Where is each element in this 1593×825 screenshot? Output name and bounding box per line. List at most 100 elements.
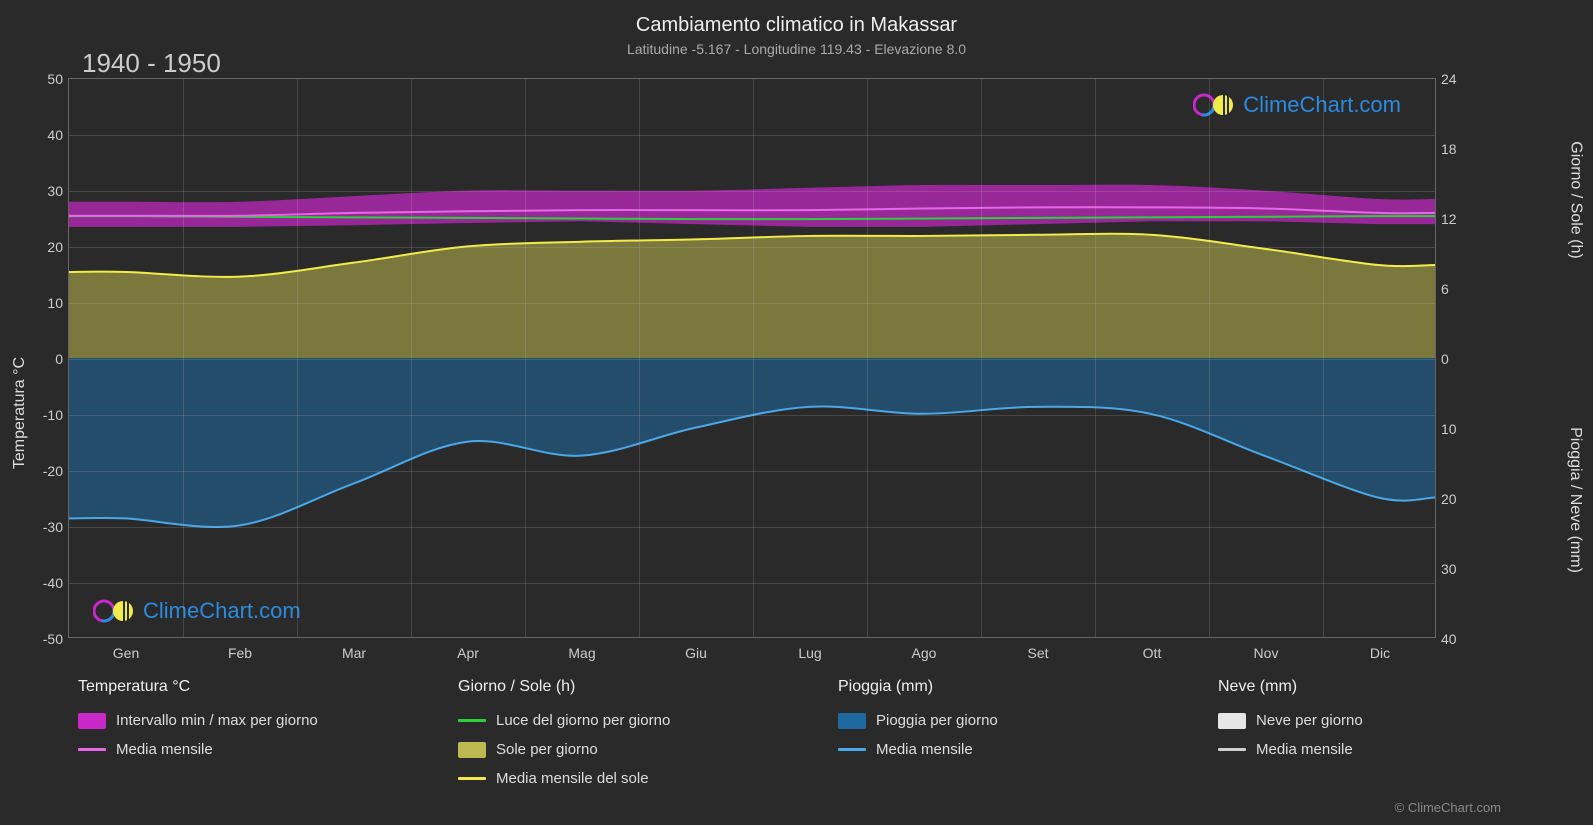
gridline-v	[753, 79, 754, 637]
legend-swatch	[1218, 748, 1246, 751]
logo-text: ClimeChart.com	[143, 598, 301, 624]
gridline-v	[525, 79, 526, 637]
legend-col-snow: Neve (mm) Neve per giorno Media mensile	[1218, 678, 1528, 799]
logo-icon	[93, 597, 137, 625]
legend-swatch	[78, 713, 106, 729]
gridline-v	[183, 79, 184, 637]
ytick-right-bot: 20	[1441, 491, 1457, 507]
ytick-right-top: 24	[1441, 71, 1457, 87]
chart-title: Cambiamento climatico in Makassar	[0, 0, 1593, 37]
legend-col-daylight: Giorno / Sole (h) Luce del giorno per gi…	[458, 678, 768, 799]
ytick-left: 30	[47, 183, 63, 199]
ytick-left: 50	[47, 71, 63, 87]
ytick-left: -40	[43, 575, 63, 591]
ytick-right-top: 12	[1441, 211, 1457, 227]
ytick-left: -50	[43, 631, 63, 647]
xtick: Ago	[912, 645, 937, 661]
xtick: Set	[1027, 645, 1048, 661]
ytick-right-top: 0	[1441, 351, 1449, 367]
legend-item-rain_band: Pioggia per giorno	[838, 712, 1148, 729]
ytick-left: 0	[55, 351, 63, 367]
legend-label: Neve per giorno	[1256, 712, 1363, 729]
logo-icon	[1193, 91, 1237, 119]
gridline-v	[411, 79, 412, 637]
xtick: Lug	[798, 645, 821, 661]
legend-swatch	[458, 777, 486, 780]
gridline-v	[639, 79, 640, 637]
ytick-left: -30	[43, 519, 63, 535]
copyright: © ClimeChart.com	[1395, 800, 1501, 815]
legend-label: Intervallo min / max per giorno	[116, 712, 318, 729]
xtick: Gen	[113, 645, 139, 661]
legend-label: Media mensile	[876, 741, 973, 758]
ytick-left: -20	[43, 463, 63, 479]
gridline-v	[981, 79, 982, 637]
legend-col-title: Neve (mm)	[1218, 678, 1528, 696]
xtick: Nov	[1254, 645, 1279, 661]
legend-col-rain: Pioggia (mm) Pioggia per giornoMedia men…	[838, 678, 1148, 799]
period-label: 1940 - 1950	[82, 48, 221, 79]
legend-label: Sole per giorno	[496, 741, 598, 758]
legend-col-temperature: Temperatura °C Intervallo min / max per …	[78, 678, 388, 799]
xtick: Giu	[685, 645, 707, 661]
legend-label: Luce del giorno per giorno	[496, 712, 670, 729]
ytick-right-top: 18	[1441, 141, 1457, 157]
legend-item-sun_band: Sole per giorno	[458, 741, 768, 758]
legend-label: Media mensile	[1256, 741, 1353, 758]
xtick: Dic	[1370, 645, 1390, 661]
logo-bottom: ClimeChart.com	[93, 597, 301, 625]
legend-swatch	[838, 713, 866, 729]
legend-item-daylight: Luce del giorno per giorno	[458, 712, 768, 729]
legend-swatch	[78, 748, 106, 751]
y-axis-left-label: Temperatura °C	[11, 356, 29, 468]
ytick-right-bot: 30	[1441, 561, 1457, 577]
legend-item-temp_mean: Media mensile	[78, 741, 388, 758]
xtick: Feb	[228, 645, 252, 661]
ytick-left: 40	[47, 127, 63, 143]
legend-label: Pioggia per giorno	[876, 712, 998, 729]
y-axis-right-bot-label: Pioggia / Neve (mm)	[1566, 427, 1584, 573]
legend-item-rain_mean: Media mensile	[838, 741, 1148, 758]
legend-swatch	[458, 719, 486, 722]
chart-plot-area: ClimeChart.com ClimeChart.com -50-40-30-…	[68, 78, 1436, 638]
gridline-v	[1323, 79, 1324, 637]
gridline-h	[69, 191, 1435, 192]
gridline-v	[1095, 79, 1096, 637]
legend: Temperatura °C Intervallo min / max per …	[78, 678, 1528, 799]
legend-swatch	[1218, 713, 1246, 729]
xtick: Ott	[1143, 645, 1162, 661]
legend-label: Media mensile	[116, 741, 213, 758]
chart-subtitle: Latitudine -5.167 - Longitudine 119.43 -…	[0, 37, 1593, 57]
ytick-left: 10	[47, 295, 63, 311]
gridline-v	[867, 79, 868, 637]
legend-swatch	[458, 742, 486, 758]
gridline-h	[69, 359, 1435, 360]
legend-item-temp_band: Intervallo min / max per giorno	[78, 712, 388, 729]
ytick-left: -10	[43, 407, 63, 423]
xtick: Mag	[568, 645, 595, 661]
logo-top: ClimeChart.com	[1193, 91, 1401, 119]
gridline-h	[69, 527, 1435, 528]
gridline-h	[69, 303, 1435, 304]
y-axis-right-top-label: Giorno / Sole (h)	[1566, 141, 1584, 258]
gridline-h	[69, 247, 1435, 248]
legend-item-snow_mean: Media mensile	[1218, 741, 1528, 758]
gridline-h	[69, 135, 1435, 136]
xtick: Mar	[342, 645, 366, 661]
legend-item-sun_mean: Media mensile del sole	[458, 770, 768, 787]
legend-label: Media mensile del sole	[496, 770, 649, 787]
gridline-h	[69, 583, 1435, 584]
legend-col-title: Giorno / Sole (h)	[458, 678, 768, 696]
xtick: Apr	[457, 645, 479, 661]
ytick-right-bot: 40	[1441, 631, 1457, 647]
gridline-v	[297, 79, 298, 637]
gridline-v	[1209, 79, 1210, 637]
legend-swatch	[838, 748, 866, 751]
legend-item-snow_band: Neve per giorno	[1218, 712, 1528, 729]
plot-svg	[69, 79, 1435, 637]
gridline-h	[69, 471, 1435, 472]
legend-col-title: Temperatura °C	[78, 678, 388, 696]
ytick-right-top: 6	[1441, 281, 1449, 297]
ytick-right-bot: 10	[1441, 421, 1457, 437]
gridline-h	[69, 415, 1435, 416]
